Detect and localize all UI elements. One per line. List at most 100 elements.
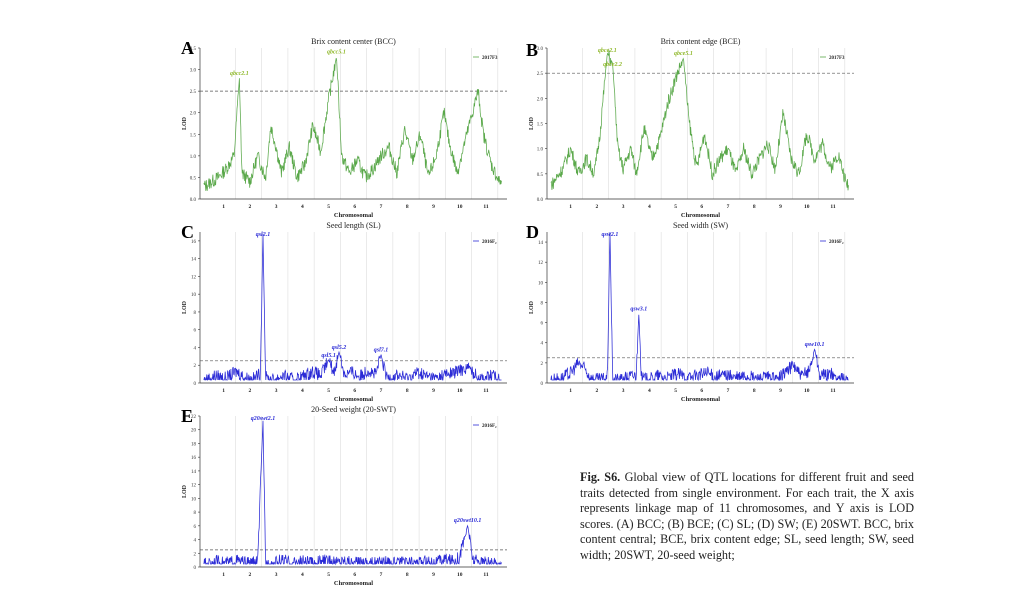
legend-label: 2016F₂ (482, 424, 497, 429)
y-tick-label: 22 (191, 415, 197, 420)
x-tick-label: 11 (830, 388, 835, 394)
panel-letter-a: A (181, 38, 194, 58)
y-tick-label: 0.5 (537, 173, 544, 178)
y-tick-label: 4 (194, 539, 197, 544)
qtl-label: qbcc5.1 (327, 50, 346, 56)
qtl-label: qsw10.1 (805, 342, 825, 348)
x-tick-label: 10 (457, 572, 463, 578)
y-tick-label: 8 (541, 301, 544, 306)
x-tick-label: 10 (804, 204, 810, 210)
x-tick-label: 3 (275, 388, 278, 394)
x-tick-label: 1 (569, 388, 572, 394)
x-tick-label: 4 (648, 204, 651, 210)
x-tick-label: 5 (327, 204, 330, 210)
x-tick-label: 7 (380, 204, 383, 210)
x-tick-label: 3 (275, 572, 278, 578)
x-tick-label: 9 (432, 388, 435, 394)
y-axis-label: LOD (529, 116, 535, 130)
lod-profile-line (203, 233, 502, 382)
y-axis-label: LOD (182, 116, 188, 130)
x-tick-label: 4 (301, 388, 304, 394)
x-tick-label: 1 (222, 388, 225, 394)
x-tick-label: 10 (804, 388, 810, 394)
y-tick-label: 0.0 (190, 198, 197, 203)
chart-title: 20-Seed weight (20-SWT) (311, 405, 396, 414)
x-tick-label: 1 (569, 204, 572, 210)
y-tick-label: 16 (191, 240, 197, 245)
qtl-label: qbce2.2 (603, 62, 622, 68)
y-tick-label: 0 (194, 382, 197, 387)
chart-title: Brix content edge (BCE) (661, 37, 741, 46)
y-tick-label: 2 (541, 362, 544, 367)
y-axis-label: LOD (529, 300, 535, 314)
x-axis-label: Chromosomal (334, 396, 373, 403)
y-tick-label: 2 (194, 364, 197, 369)
y-tick-label: 3.5 (190, 47, 197, 52)
legend-label: 2016F₂ (829, 240, 844, 245)
y-axis-label: LOD (182, 300, 188, 314)
y-tick-label: 2.5 (537, 72, 544, 77)
x-tick-label: 8 (406, 572, 409, 578)
x-tick-label: 3 (275, 204, 278, 210)
x-tick-label: 6 (353, 388, 356, 394)
y-tick-label: 0 (541, 382, 544, 387)
x-tick-label: 7 (380, 388, 383, 394)
y-tick-label: 14 (191, 470, 197, 475)
x-tick-label: 10 (457, 388, 463, 394)
x-tick-label: 9 (779, 204, 782, 210)
x-tick-label: 5 (327, 388, 330, 394)
y-tick-label: 4 (541, 342, 544, 347)
chart-bce: Brix content edge (BCE) 0.0 0.5 1.0 1.5 2.0 2.… (529, 37, 854, 219)
chart-bcc: Brix content center (BCC) 0.0 0.5 1.0 1.5 2.0… (182, 37, 507, 219)
x-tick-label: 7 (727, 388, 730, 394)
panel-letter-d: D (526, 222, 539, 242)
y-tick-label: 6 (194, 329, 197, 334)
qtl-label: qsl7.1 (374, 348, 389, 354)
x-tick-label: 10 (457, 204, 463, 210)
x-tick-label: 6 (700, 204, 703, 210)
x-tick-label: 1 (222, 572, 225, 578)
y-axis-label: LOD (182, 484, 188, 498)
x-tick-label: 4 (648, 388, 651, 394)
y-tick-label: 2.0 (190, 112, 197, 117)
y-tick-label: 1.5 (537, 123, 544, 128)
qtl-label: qsw2.1 (602, 232, 619, 238)
y-tick-label: 14 (538, 241, 544, 246)
x-tick-label: 11 (483, 572, 488, 578)
x-tick-label: 6 (353, 204, 356, 210)
x-tick-label: 11 (830, 204, 835, 210)
y-tick-label: 20 (191, 429, 197, 434)
x-tick-label: 2 (248, 388, 251, 394)
y-tick-label: 6 (194, 525, 197, 530)
x-tick-label: 4 (301, 572, 304, 578)
x-tick-label: 7 (727, 204, 730, 210)
y-tick-label: 3.0 (190, 69, 197, 74)
caption-label: Fig. S6. (580, 470, 621, 484)
y-tick-label: 8 (194, 511, 197, 516)
x-tick-label: 11 (483, 388, 488, 394)
y-tick-label: 12 (191, 484, 197, 489)
y-tick-label: 1.0 (190, 155, 197, 160)
qtl-label: qsl2.1 (256, 232, 271, 238)
y-tick-label: 18 (191, 442, 197, 447)
x-tick-label: 7 (380, 572, 383, 578)
qtl-label: qbce5.1 (674, 51, 693, 57)
y-tick-label: 3.0 (537, 47, 544, 52)
y-tick-label: 2.5 (190, 90, 197, 95)
x-tick-label: 4 (301, 204, 304, 210)
y-tick-label: 10 (191, 293, 197, 298)
x-axis-label: Chromosomal (334, 212, 373, 219)
x-tick-label: 3 (622, 204, 625, 210)
y-tick-label: 2 (194, 552, 197, 557)
y-tick-label: 2.0 (537, 97, 544, 102)
qtl-label: q20swt2.1 (251, 416, 276, 422)
qtl-label: qbcc2.1 (230, 71, 249, 77)
x-tick-label: 8 (753, 388, 756, 394)
caption-text: Global view of QTL locations for differe… (580, 470, 915, 562)
panel-letter-b: B (526, 40, 539, 60)
qtl-label: qbce2.1 (598, 48, 617, 54)
x-tick-label: 1 (222, 204, 225, 210)
chart-title: Seed width (SW) (673, 221, 728, 230)
figure-caption: Fig. S6. Global view of QTL locations fo… (580, 470, 914, 563)
